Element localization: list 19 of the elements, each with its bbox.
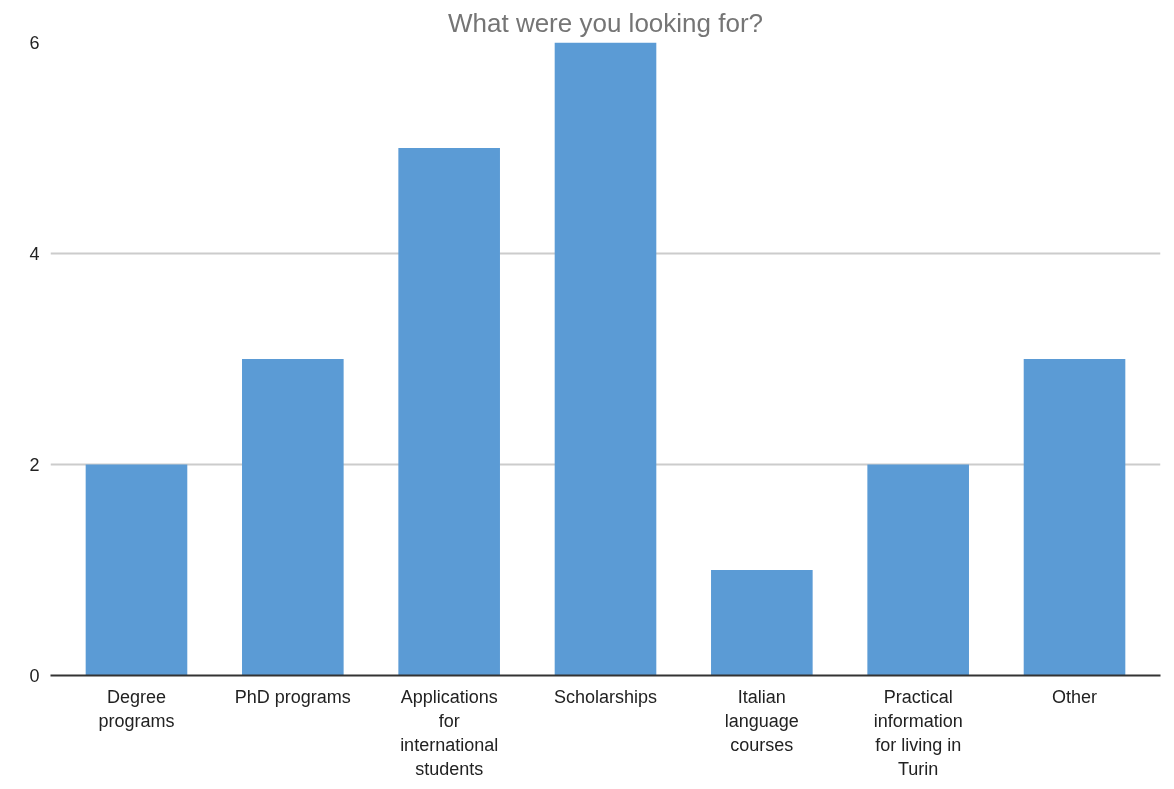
x-tick-label: PhD programs [234, 686, 351, 707]
bar [242, 359, 344, 676]
x-tick-label: Applications for international students [400, 686, 499, 779]
bar [1023, 359, 1126, 676]
x-tick-label: Degree programs [98, 686, 175, 731]
y-tick-label: 2 [29, 455, 40, 475]
x-tick-label: Italian language courses [724, 686, 799, 755]
x-tick-label: Scholarships [553, 686, 658, 707]
y-tick-label: 0 [29, 666, 40, 686]
bar [554, 42, 657, 676]
x-tick-label: Practical information for living in Turin [873, 686, 963, 779]
y-tick-label: 4 [29, 244, 40, 264]
bar [711, 570, 813, 676]
bar [867, 464, 969, 676]
x-tick-label: Other [1052, 686, 1098, 707]
chart-title: What were you looking for? [447, 7, 764, 38]
bar [85, 464, 188, 676]
bar [398, 148, 500, 676]
y-tick-label: 6 [29, 33, 40, 53]
